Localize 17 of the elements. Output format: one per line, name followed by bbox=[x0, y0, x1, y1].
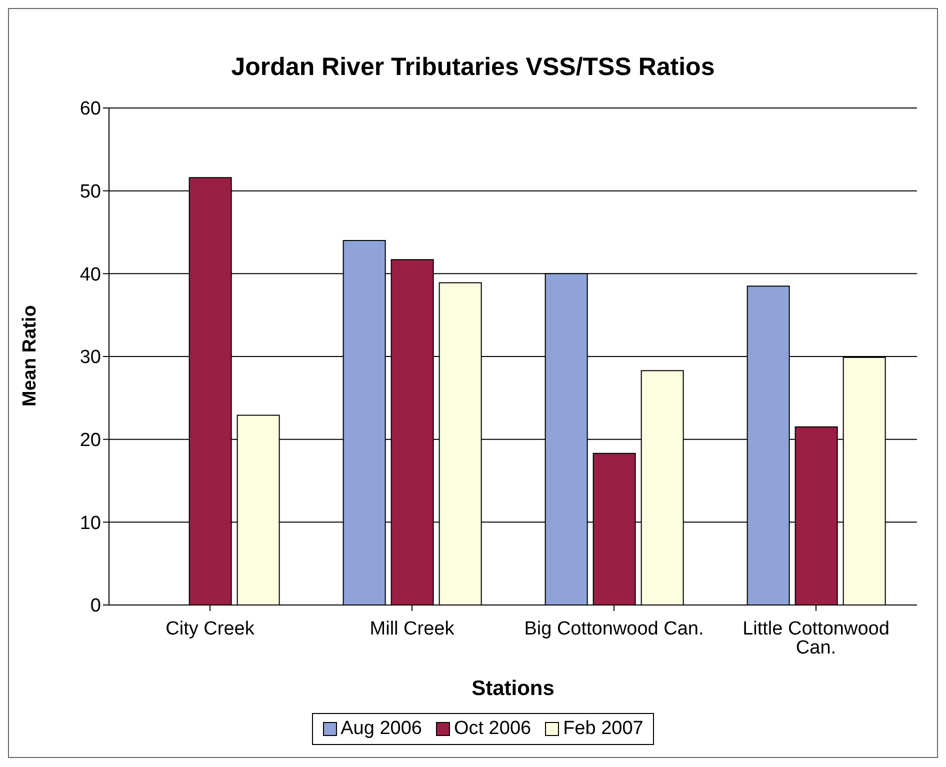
x-tick-label: City Creek bbox=[166, 618, 255, 640]
x-tick-label: Little Cottonwood Can. bbox=[742, 618, 890, 658]
y-tick-label: 10 bbox=[80, 512, 101, 534]
x-tick-label: Mill Creek bbox=[370, 618, 455, 640]
y-tick-label: 20 bbox=[80, 430, 101, 452]
y-tick-label: 30 bbox=[80, 347, 101, 368]
chart-title: Jordan River Tributaries VSS/TSS Ratios bbox=[230, 53, 716, 83]
legend-label: Aug 2006 bbox=[340, 718, 422, 740]
y-tick-label: 50 bbox=[80, 182, 101, 203]
y-tick-label: 0 bbox=[90, 596, 101, 617]
y-tick-label: 40 bbox=[80, 264, 101, 286]
x-axis-title: Stations bbox=[472, 677, 554, 700]
y-axis-title: Mean Ratio bbox=[20, 305, 41, 406]
y-tick-label: 60 bbox=[80, 98, 101, 120]
legend-label: Feb 2007 bbox=[562, 718, 644, 740]
legend-label: Oct 2006 bbox=[452, 718, 532, 740]
x-tick-label: Big Cottonwood Can. bbox=[524, 618, 704, 640]
